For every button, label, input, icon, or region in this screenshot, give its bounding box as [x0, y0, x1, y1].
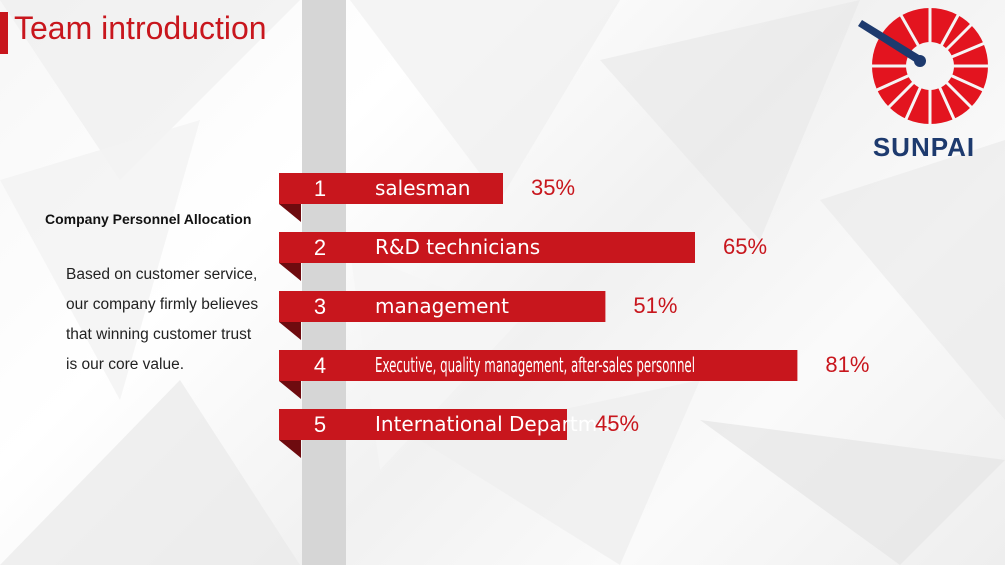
bar-value-label: 81%	[825, 352, 869, 377]
vertical-stripe	[302, 0, 346, 565]
bar-category-label: salesman	[375, 176, 470, 200]
bar	[279, 232, 695, 263]
bar-fold	[279, 440, 301, 458]
description-text: Based on customer service, our company f…	[66, 266, 259, 373]
bar	[279, 291, 606, 322]
logo-text: SUNPAI	[872, 132, 976, 162]
bar-fold	[279, 381, 301, 399]
bar-number: 4	[314, 353, 326, 378]
bar-value-label: 65%	[723, 234, 767, 259]
bar-category-label: management	[375, 294, 509, 318]
page-title: Team introduction	[14, 10, 267, 46]
sunpai-gauge-logo-icon	[858, 8, 988, 124]
title-accent-bar	[0, 12, 8, 54]
bar-value-label: 45%	[595, 411, 639, 436]
bar-value-label: 35%	[531, 175, 575, 200]
bar	[279, 173, 503, 204]
bar-fold	[279, 322, 301, 340]
company-logo: SUNPAI	[858, 0, 990, 165]
bar-fold	[279, 263, 301, 281]
bar-value-label: 51%	[633, 293, 677, 318]
bar	[279, 350, 798, 381]
bar-number: 3	[314, 294, 326, 319]
bar-number: 1	[314, 176, 326, 201]
section-subtitle: Company Personnel Allocation	[45, 211, 252, 227]
bar-number: 5	[314, 412, 326, 437]
bar-category-label: Executive, quality management, after-sal…	[375, 353, 695, 377]
bar-number: 2	[314, 235, 326, 260]
bar-fold	[279, 204, 301, 222]
bar	[279, 409, 567, 440]
bar-category-label: R&D technicians	[375, 235, 540, 259]
bar-category-label: International Department	[375, 412, 630, 436]
